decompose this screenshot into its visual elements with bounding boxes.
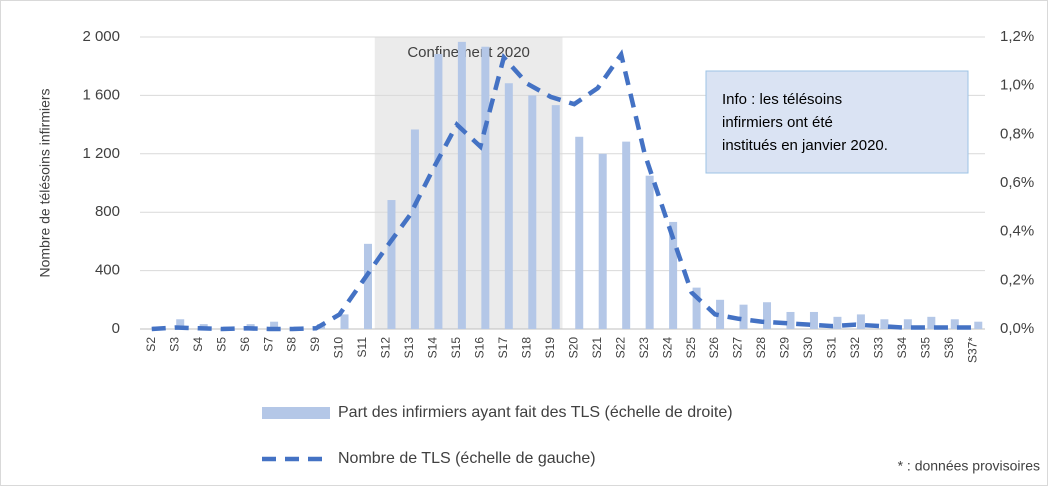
x-tick-label: S7 [261, 337, 275, 352]
x-tick-label: S14 [426, 337, 440, 359]
y-tick-label: 400 [95, 262, 120, 279]
bar [434, 54, 443, 330]
bar [833, 316, 842, 329]
x-tick-label: S22 [613, 337, 627, 359]
bar [481, 46, 490, 329]
bar [786, 311, 795, 329]
y-tick-label: 1 600 [82, 86, 120, 103]
y-axis-label: Nombre de télésoins infirmiers [37, 88, 53, 277]
info-box [705, 70, 969, 174]
info-text: institués en janvier 2020. [722, 137, 888, 154]
y2-tick-label: 1,0% [1000, 77, 1034, 94]
info-text: Info : les télésoins [722, 91, 842, 108]
x-tick-label: S32 [848, 337, 862, 359]
x-tick-label: S6 [238, 337, 252, 352]
x-tick-label: S30 [801, 337, 815, 359]
bar [645, 175, 654, 329]
x-tick-label: S8 [285, 337, 299, 352]
bar [575, 136, 584, 329]
y-tick-label: 2 000 [82, 28, 120, 45]
bar [950, 319, 959, 329]
x-tick-label: S26 [707, 337, 721, 359]
bar [856, 314, 865, 329]
x-tick-label: S17 [496, 337, 510, 359]
x-tick-label: S9 [308, 337, 322, 352]
bar [457, 41, 466, 329]
bar [927, 316, 936, 329]
x-tick-label: S18 [519, 337, 533, 359]
y2-tick-label: 0,0% [1000, 320, 1034, 337]
y2-tick-label: 1,2% [1000, 28, 1034, 45]
x-tick-label: S20 [566, 337, 580, 359]
x-tick-label: S35 [918, 337, 932, 359]
x-tick-label: S10 [332, 337, 346, 359]
bar [363, 243, 372, 329]
x-tick-label: S33 [872, 337, 886, 359]
bar [387, 200, 396, 329]
bar [504, 83, 513, 329]
y-tick-label: 0 [112, 320, 120, 337]
x-tick-label: S36 [942, 337, 956, 359]
bar [410, 129, 419, 329]
y-tick-label: 1 200 [82, 145, 120, 162]
bar [176, 319, 185, 329]
y2-tick-label: 0,8% [1000, 125, 1034, 142]
x-tick-label: S15 [449, 337, 463, 359]
footnote: * : données provisoires [898, 458, 1040, 474]
legend-swatch [262, 407, 330, 419]
x-tick-label: S23 [637, 337, 651, 359]
info-text: infirmiers ont été [722, 114, 833, 131]
y2-tick-label: 0,4% [1000, 223, 1034, 240]
y2-tick-label: 0,6% [1000, 174, 1034, 191]
bar [340, 314, 349, 329]
x-tick-label: S25 [684, 337, 698, 359]
x-tick-label: S5 [214, 337, 228, 352]
x-tick-label: S3 [167, 337, 181, 352]
bar [692, 287, 701, 329]
x-tick-label: S37* [965, 337, 979, 363]
bar [528, 95, 537, 330]
x-tick-label: S29 [778, 337, 792, 359]
x-tick-label: S31 [825, 337, 839, 359]
bar [809, 311, 818, 329]
shaded-label: Confinement 2020 [407, 44, 530, 61]
x-tick-label: S11 [355, 337, 369, 358]
x-tick-label: S21 [590, 337, 604, 359]
bar [903, 319, 912, 329]
bar [669, 221, 678, 329]
bar [739, 304, 748, 329]
x-tick-label: S24 [660, 337, 674, 359]
x-tick-label: S12 [379, 337, 393, 359]
bar [763, 302, 772, 329]
x-tick-label: S2 [144, 337, 158, 352]
x-tick-label: S4 [191, 337, 205, 352]
x-tick-label: S34 [895, 337, 909, 359]
bar [270, 321, 279, 329]
bar [880, 319, 889, 329]
x-tick-label: S13 [402, 337, 416, 359]
legend-label: Part des infirmiers ayant fait des TLS (… [338, 404, 733, 421]
x-tick-label: S19 [543, 337, 557, 359]
y2-tick-label: 0,2% [1000, 271, 1034, 288]
bar [974, 321, 983, 329]
x-tick-label: S16 [473, 337, 487, 359]
x-tick-label: S28 [754, 337, 768, 359]
bar [551, 105, 560, 329]
legend-label: Nombre de TLS (échelle de gauche) [338, 450, 596, 467]
bar [716, 299, 725, 329]
bar [598, 153, 607, 329]
y-tick-label: 800 [95, 203, 120, 220]
x-tick-label: S27 [731, 337, 745, 359]
bar [622, 141, 631, 329]
